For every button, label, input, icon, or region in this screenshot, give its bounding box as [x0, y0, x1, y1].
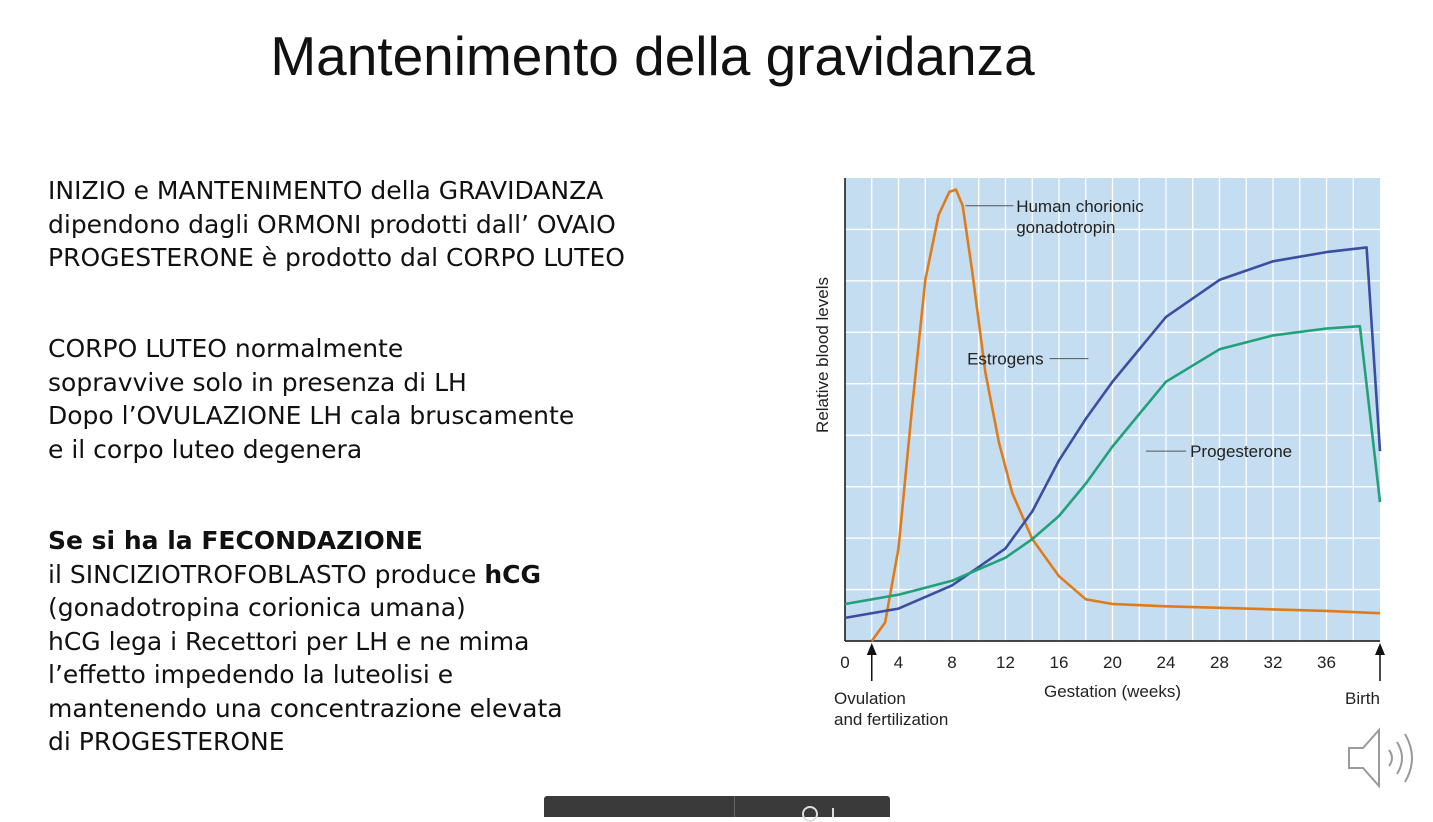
presentation-toolbar[interactable]: [544, 796, 890, 822]
series-label: Estrogens: [967, 350, 1044, 369]
hcg-bold: hCG: [484, 559, 542, 589]
y-axis-label: Relative blood levels: [813, 277, 832, 433]
text-line: il SINCIZIOTROFOBLASTO produce hCG: [48, 558, 563, 592]
series-line-2: [844, 324, 1382, 606]
text-line: sopravvive solo in presenza di LH: [48, 367, 467, 397]
paragraph-ormoni: INIZIO e MANTENIMENTO della GRAVIDANZA d…: [48, 174, 625, 275]
text-line: hCG lega i Recettori per LH e ne mima: [48, 626, 530, 656]
ovulation-arrow-head: [866, 643, 877, 655]
paragraph-fecondazione: Se si ha la FECONDAZIONE il SINCIZIOTROF…: [48, 524, 563, 759]
x-tick-label: 8: [947, 653, 956, 672]
x-tick-label: 32: [1264, 653, 1283, 672]
pointer-icon[interactable]: [832, 808, 840, 817]
paragraph-heading: Se si ha la FECONDAZIONE: [48, 526, 423, 555]
hormone-chart: 0 4 8 12 16 20 24 28 32 36 Gestation (weeks) Relati…: [813, 178, 1385, 729]
series-line-1: [844, 246, 1382, 620]
x-tick-label: 24: [1157, 653, 1176, 672]
speaker-icon[interactable]: [1345, 722, 1425, 794]
series-label: Progesterone: [1190, 442, 1292, 461]
text-line: PROGESTERONE è prodotto dal CORPO LUTEO: [48, 243, 625, 272]
series-line-0: [870, 188, 1381, 642]
text-line: Dopo l’OVULAZIONE LH cala bruscamente: [48, 401, 575, 430]
series-label: gonadotropin: [1016, 218, 1115, 237]
x-tick-label: 0: [840, 653, 849, 672]
text-line: l’effetto impedendo la luteolisi e: [48, 660, 454, 689]
text-line: di PROGESTERONE: [48, 727, 285, 756]
x-tick-label: 20: [1103, 653, 1122, 672]
text-line: INIZIO e MANTENIMENTO della GRAVIDANZA: [48, 176, 604, 205]
annotation-birth: Birth: [1345, 689, 1380, 708]
x-axis-label: Gestation (weeks): [1044, 682, 1181, 701]
toolbar-divider: [734, 796, 735, 817]
pen-icon[interactable]: [802, 806, 818, 822]
annotation-ovulation: Ovulation: [834, 689, 906, 708]
x-tick-label: 4: [894, 653, 903, 672]
x-tick-label: 28: [1210, 653, 1229, 672]
x-tick-label: 16: [1050, 653, 1069, 672]
x-tick-label: 12: [996, 653, 1015, 672]
text-span: il SINCIZIOTROFOBLASTO produce: [48, 559, 485, 589]
annotation-fertilization: and fertilization: [834, 710, 948, 729]
text-line: (gonadotropina corionica umana): [48, 593, 466, 622]
x-tick-label: 36: [1317, 653, 1336, 672]
slide-title: Mantenimento della gravidanza: [270, 25, 1035, 87]
paragraph-corpo-luteo: CORPO LUTEO normalmente sopravvive solo …: [48, 332, 574, 466]
text-line: CORPO LUTEO normalmente: [48, 334, 404, 363]
birth-arrow-head: [1375, 643, 1385, 655]
series-label: Human chorionic: [1016, 197, 1144, 216]
text-line: e il corpo luteo degenera: [48, 434, 363, 464]
text-line: dipendono dagli ORMONI prodotti dall’ OV…: [48, 209, 616, 239]
text-line: mantenendo una concentrazione elevata: [48, 693, 563, 723]
